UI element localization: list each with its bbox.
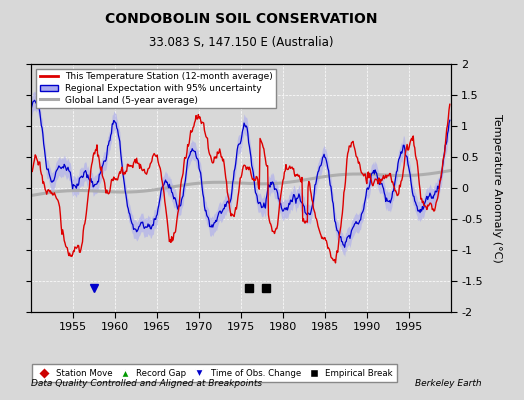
Text: Berkeley Earth: Berkeley Earth [416,379,482,388]
Text: CONDOBOLIN SOIL CONSERVATION: CONDOBOLIN SOIL CONSERVATION [105,12,377,26]
Legend: Station Move, Record Gap, Time of Obs. Change, Empirical Break: Station Move, Record Gap, Time of Obs. C… [31,364,397,382]
Y-axis label: Temperature Anomaly (°C): Temperature Anomaly (°C) [492,114,502,262]
Text: 33.083 S, 147.150 E (Australia): 33.083 S, 147.150 E (Australia) [149,36,333,49]
Text: Data Quality Controlled and Aligned at Breakpoints: Data Quality Controlled and Aligned at B… [31,379,263,388]
